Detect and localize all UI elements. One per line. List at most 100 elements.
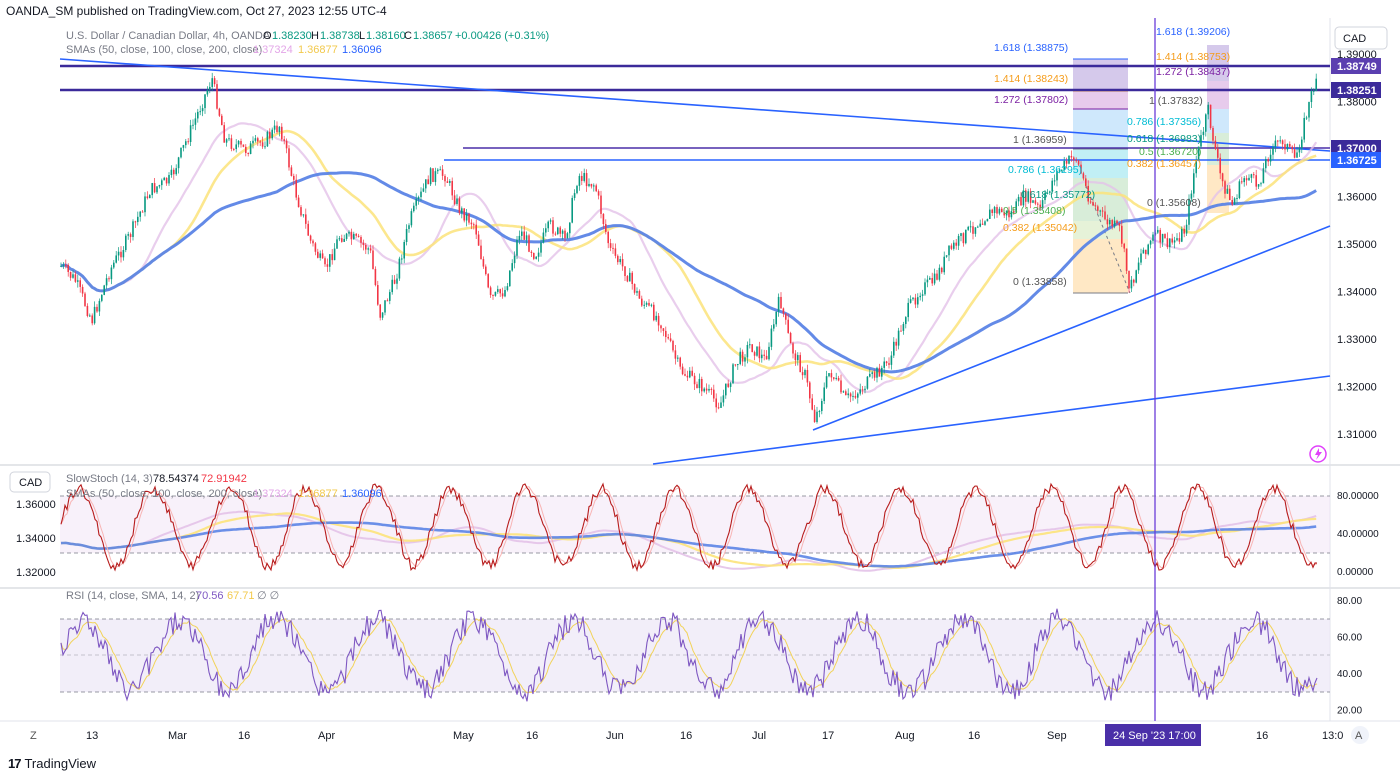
rsi-extra: ∅ ∅ (257, 590, 279, 602)
top-bar: OANDA_SM published on TradingView.com, O… (0, 0, 1400, 22)
ohlc-c-label: C (404, 30, 412, 42)
footer-bar: 17 TradingView (0, 752, 1400, 778)
time-axis-tick: May (453, 730, 474, 742)
price-axis-tick: 1.32000 (1337, 382, 1377, 394)
zoom-z-button[interactable]: Z (30, 730, 37, 742)
stoch-k-line (60, 482, 1318, 573)
candlestick-series[interactable] (60, 72, 1317, 424)
rsi-value: 70.56 (196, 590, 224, 602)
stoch-left-axis-tick: 1.32000 (16, 567, 56, 579)
price-axis-tick: 1.33000 (1337, 334, 1377, 346)
svg-text:Z: Z (30, 730, 37, 742)
fib-level-label: 1.618 (1.38875) (994, 42, 1068, 54)
time-axis-tick: 13:0 (1322, 730, 1343, 742)
price-axis-tick: 1.36000 (1337, 192, 1377, 204)
stoch-right-axis-tick: 0.00000 (1337, 567, 1374, 578)
ohlc-o-value: 1.38230 (272, 30, 312, 42)
rsi-sma-line (60, 617, 1318, 694)
time-axis-tick: Mar (168, 730, 187, 742)
lower-trendline[interactable] (652, 375, 1331, 465)
chart-canvas[interactable]: U.S. Dollar / Canadian Dollar, 4h, OANDA… (0, 18, 1400, 752)
ohlc-l-label: L (359, 30, 365, 42)
rsi-axis-tick: 80.00 (1337, 596, 1362, 607)
fib2-level-label: 0.5 (1.36720) (1139, 146, 1201, 158)
fib2-level-label: 1.272 (1.38437) (1156, 66, 1230, 78)
rsi-line (60, 608, 1318, 702)
descending-trendline[interactable] (59, 58, 1331, 152)
fib2-level-label: 0 (1.35608) (1147, 197, 1201, 209)
price-tag: 1.36725 (1331, 152, 1381, 168)
time-axis-tick: 16 (238, 730, 250, 742)
stoch-d-value: 72.91942 (201, 473, 247, 485)
svg-text:24 Sep '23 17:00: 24 Sep '23 17:00 (1113, 730, 1196, 742)
rsi-axis-tick: 40.00 (1337, 669, 1362, 680)
svg-text:1.38749: 1.38749 (1337, 61, 1377, 73)
time-axis-tick: Jul (752, 730, 766, 742)
price-change: +0.00426 (+0.31%) (455, 30, 549, 42)
fib-extension-1[interactable] (1073, 58, 1131, 294)
fib-level-label: 1.414 (1.38243) (994, 73, 1068, 85)
svg-text:1.38251: 1.38251 (1337, 85, 1377, 97)
tradingview-brand[interactable]: 17 TradingView (8, 756, 97, 771)
fib2-level-label: 0.618 (1.36983) (1127, 133, 1201, 145)
stoch-left-axis-tick: 1.36000 (16, 499, 56, 511)
fib2-level-label: 0.382 (1.36457) (1127, 158, 1201, 170)
sma-legend-label: SMAs (50, close, 100, close, 200, close) (66, 44, 262, 56)
ohlc-c-value: 1.38657 (413, 30, 453, 42)
rsi-legend-label: RSI (14, close, SMA, 14, 2) (66, 590, 199, 602)
stoch-right-axis-tick: 80.00000 (1337, 491, 1379, 502)
sma100-value: 1.36877 (298, 44, 338, 56)
fib2-level-label: 0.786 (1.37356) (1127, 116, 1201, 128)
time-axis-tick: Aug (895, 730, 915, 742)
fib-level-label: 0.382 (1.35042) (1003, 222, 1077, 234)
price-axis-tick: 1.34000 (1337, 287, 1377, 299)
fib2-level-label: 1 (1.37832) (1149, 95, 1203, 107)
fib-level-label: 0.618 (1.35772) (1021, 189, 1095, 201)
ohlc-h-label: H (311, 30, 319, 42)
stoch-legend-label: SlowStoch (14, 3) (66, 473, 153, 485)
auto-scale-button[interactable]: A (1351, 726, 1369, 744)
currency-button[interactable]: CAD (1334, 26, 1388, 50)
stoch-sma-label: SMAs (50, close, 100, close, 200, close) (66, 488, 262, 500)
time-axis-tick: 16 (680, 730, 692, 742)
rsi-sma-value: 67.71 (227, 590, 255, 602)
stoch-sma200-value: 1.36096 (342, 488, 382, 500)
svg-text:CAD: CAD (1343, 33, 1366, 45)
alert-lightning-icon[interactable] (1309, 445, 1327, 463)
sma200-value: 1.36096 (342, 44, 382, 56)
published-caption: OANDA_SM published on TradingView.com, O… (6, 4, 387, 18)
price-axis-tick: 1.31000 (1337, 429, 1377, 441)
stoch-sma100-value: 1.36877 (298, 488, 338, 500)
svg-text:CAD: CAD (19, 477, 42, 489)
time-axis-tick: Sep (1047, 730, 1067, 742)
time-axis-tick: 16 (526, 730, 538, 742)
fib-level-label: 1 (1.36959) (1013, 134, 1067, 146)
svg-text:A: A (1355, 730, 1363, 742)
ohlc-o-label: O (263, 30, 272, 42)
stoch-sma50-value: 1.37324 (253, 488, 293, 500)
ascending-trendline[interactable] (812, 225, 1331, 431)
time-axis-tick: Jun (606, 730, 624, 742)
stoch-currency-button[interactable]: CAD (9, 471, 51, 493)
fib-level-label: 0.5 (1.35408) (1003, 205, 1065, 217)
sma50-value: 1.37324 (253, 44, 293, 56)
price-axis-tick: 1.35000 (1337, 239, 1377, 251)
price-tag: 1.38251 (1331, 82, 1381, 98)
rsi-axis-tick: 20.00 (1337, 706, 1362, 717)
fib2-level-label: 1.414 (1.38753) (1156, 51, 1230, 63)
tradingview-logo-icon: 17 (8, 756, 22, 771)
symbol-title: U.S. Dollar / Canadian Dollar, 4h, OANDA (66, 30, 271, 42)
fib-level-label: 1.272 (1.37802) (994, 94, 1068, 106)
time-axis-tick: 17 (822, 730, 834, 742)
sma-line (60, 171, 1317, 374)
stoch-k-value: 78.54374 (153, 473, 199, 485)
time-axis-tick: 13 (86, 730, 98, 742)
stoch-d-line (60, 485, 1318, 569)
stoch-right-axis-tick: 40.00000 (1337, 529, 1379, 540)
price-axis-tick: 1.38000 (1337, 97, 1377, 109)
stoch-left-axis-tick: 1.34000 (16, 533, 56, 545)
fib-level-label: 0.786 (1.36295) (1008, 164, 1082, 176)
time-axis-tick: 16 (1256, 730, 1268, 742)
ohlc-l-value: 1.38160 (366, 30, 406, 42)
time-axis-tick: 16 (968, 730, 980, 742)
